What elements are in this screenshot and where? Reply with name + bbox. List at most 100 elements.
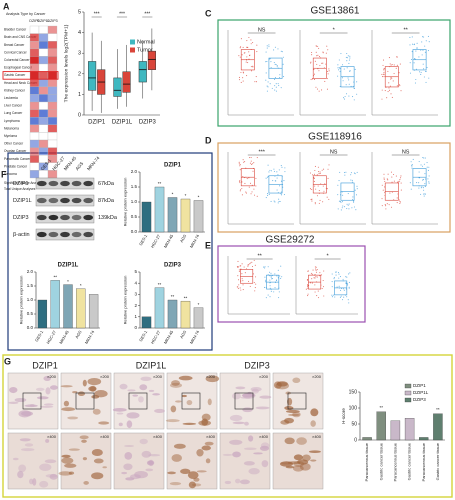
y-tick-label: 1: [78, 92, 81, 98]
thumb-dot: [313, 277, 315, 279]
thumb-dot: [389, 192, 391, 194]
blot-band: [48, 214, 59, 221]
tissue-detail: [152, 393, 161, 396]
chart-title: DZIP1L: [58, 263, 79, 269]
thumb-dot: [268, 193, 270, 196]
thumb-dot: [328, 198, 330, 200]
thumb-dot: [323, 295, 325, 297]
thumb-dot: [322, 201, 324, 203]
thumb-dot: [315, 266, 317, 268]
legend-label: DZIP1: [413, 383, 426, 388]
heatmap-cell: [29, 41, 40, 49]
thumb-dot: [384, 186, 386, 188]
legend-swatch: [404, 390, 412, 396]
thumb-dot: [315, 269, 317, 271]
significance: **: [171, 294, 175, 299]
tissue-detail: [308, 450, 321, 454]
thumb-dot: [273, 170, 275, 172]
thumb-dot: [339, 171, 341, 173]
zoom-box: [287, 392, 307, 410]
thumb-dot: [238, 180, 241, 182]
thumb-dot: [281, 51, 283, 53]
tissue-detail: [139, 438, 148, 445]
thumb-dot: [237, 260, 239, 263]
thumb-dot: [351, 207, 353, 209]
heatmap-cell: [38, 56, 49, 65]
thumb-dot: [426, 166, 428, 168]
thumb-dot: [313, 180, 315, 183]
thumb-dot: [428, 175, 430, 177]
thumb-dot: [424, 51, 426, 53]
thumb-dot: [339, 201, 341, 203]
thumb-dot: [339, 289, 342, 291]
tissue-detail: [92, 408, 101, 415]
thumb-dot: [245, 192, 247, 194]
thumb-dot: [422, 179, 424, 181]
heatmap-cell: [47, 25, 58, 34]
thumb-dot: [339, 71, 341, 73]
thumb-dot: [388, 57, 390, 59]
thumb-dot: [315, 51, 317, 53]
thumb-dot: [411, 167, 413, 169]
thumb-dot: [416, 42, 418, 44]
thumb-dot: [349, 57, 351, 59]
tissue-detail: [32, 478, 37, 486]
thumb-dot: [255, 177, 257, 179]
thumb-dot: [346, 57, 348, 59]
thumb-dot: [424, 157, 426, 159]
zoom-box: [234, 392, 254, 410]
micrograph: [113, 372, 165, 430]
thumb-dot: [328, 70, 330, 72]
thumb-dot: [423, 195, 425, 197]
y-tick-label: 3: [134, 292, 137, 297]
thumb-dot: [410, 58, 413, 61]
thumb-dot: [306, 279, 309, 281]
thumb-dot: [319, 199, 321, 201]
heatmap-cell: [38, 33, 49, 42]
thumb-dot: [313, 73, 316, 75]
blot-band: [71, 231, 82, 238]
thumb-dot: [314, 268, 317, 270]
thumb-dot: [245, 191, 247, 193]
thumb-dot: [396, 56, 398, 58]
thumb-dot: [238, 163, 240, 165]
thumb-dot: [239, 287, 241, 289]
heatmap-cell: [29, 139, 40, 148]
thumb-dot: [424, 185, 426, 188]
thumb-dot: [241, 54, 243, 56]
thumb-dot: [266, 60, 268, 63]
thumb-dot: [356, 171, 358, 173]
thumb-dot: [270, 290, 272, 292]
thumb-dot: [348, 95, 350, 97]
thumb-dot: [251, 261, 253, 263]
tissue-detail: [178, 375, 193, 381]
heatmap-cell: [47, 109, 58, 118]
thumb-dot: [238, 161, 240, 163]
thumb-dot: [419, 71, 421, 73]
panel-f-frame: [7, 152, 213, 351]
tissue-detail: [82, 379, 87, 387]
significance: ***: [258, 149, 265, 155]
column-header: DZIP3: [47, 19, 57, 23]
heatmap-cell: [38, 132, 49, 141]
tissue-detail: [171, 454, 182, 462]
thumb-dot: [387, 173, 389, 175]
thumb-dot: [348, 203, 350, 205]
thumb-dot: [314, 203, 316, 205]
thumb-dot: [337, 194, 339, 196]
thumb-dot: [247, 264, 249, 266]
thumb-dot: [252, 41, 254, 44]
thumb-dot: [428, 166, 430, 168]
thumb-dot: [265, 61, 267, 63]
thumb-dot: [277, 174, 279, 176]
thumb-dot: [318, 202, 320, 204]
thumb-dot: [342, 194, 344, 196]
thumb-dot: [316, 55, 318, 57]
thumb-dot: [424, 178, 427, 180]
protein-label: DZIP1L: [13, 198, 32, 204]
tissue-detail: [188, 481, 196, 489]
thumb-dot: [316, 295, 318, 297]
tissue-detail: [44, 459, 57, 464]
y-tick-label: 4: [134, 280, 137, 285]
box: [122, 71, 131, 93]
